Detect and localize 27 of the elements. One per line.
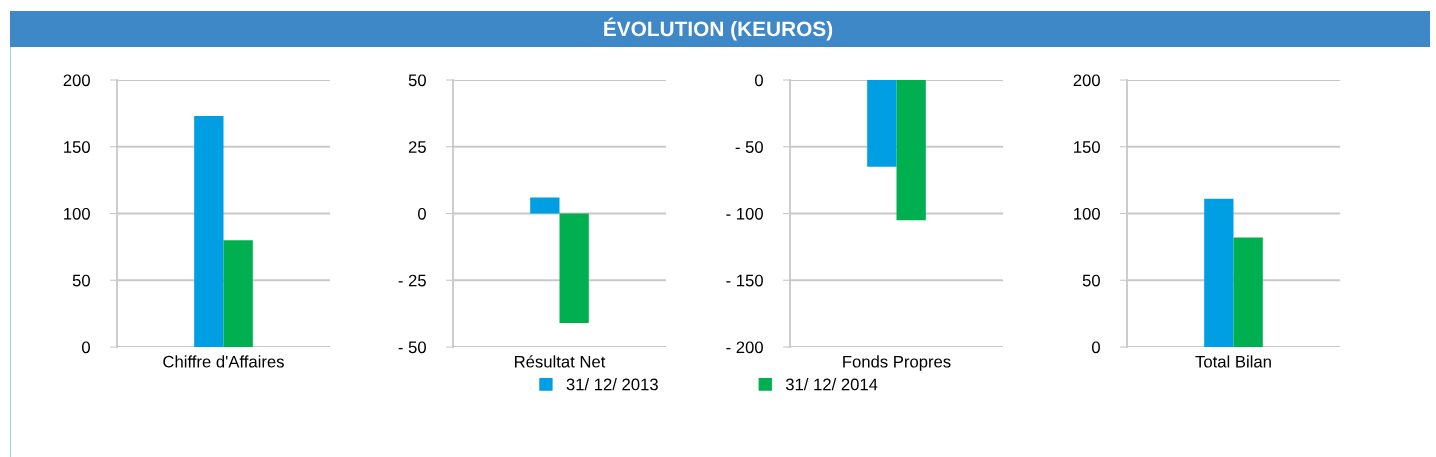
y-tick-label: 100 xyxy=(64,207,90,220)
y-tick-label: 25 xyxy=(408,141,426,153)
y-tick-label: - 100 xyxy=(726,207,763,220)
y-tick-label: 0 xyxy=(754,74,763,87)
text: ÉVOLUTION (KEUROS) xyxy=(604,17,833,41)
y-tick-label: 200 xyxy=(63,74,90,87)
y-tick-label: 150 xyxy=(1074,141,1100,153)
legend-label: 31/ 12/ 2013 xyxy=(566,378,658,391)
y-tick-label: - 50 xyxy=(398,341,426,354)
y-tick-label: - 25 xyxy=(398,274,426,287)
y-tick-label: 0 xyxy=(1091,341,1100,354)
x-tick-label: Résultat Net xyxy=(515,355,606,368)
legend-label: 31/ 12/ 2014 xyxy=(785,378,878,391)
y-tick-label: 50 xyxy=(408,74,426,87)
y-tick-label: 200 xyxy=(1073,74,1100,87)
y-tick-label: 50 xyxy=(72,274,90,287)
y-tick-label: 0 xyxy=(417,207,426,220)
y-tick-label: 100 xyxy=(1074,207,1100,220)
y-tick-label: 150 xyxy=(64,141,90,153)
x-tick-label: Chiffre d'Affaires xyxy=(163,355,284,368)
x-tick-label: Fonds Propres xyxy=(843,355,951,371)
y-tick-label: - 200 xyxy=(726,341,763,354)
y-tick-label: 50 xyxy=(1082,274,1100,287)
y-tick-label: - 50 xyxy=(735,141,763,153)
y-tick-label: 0 xyxy=(81,341,90,354)
y-tick-label: - 150 xyxy=(726,274,763,287)
x-tick-label: Total Bilan xyxy=(1195,355,1271,368)
